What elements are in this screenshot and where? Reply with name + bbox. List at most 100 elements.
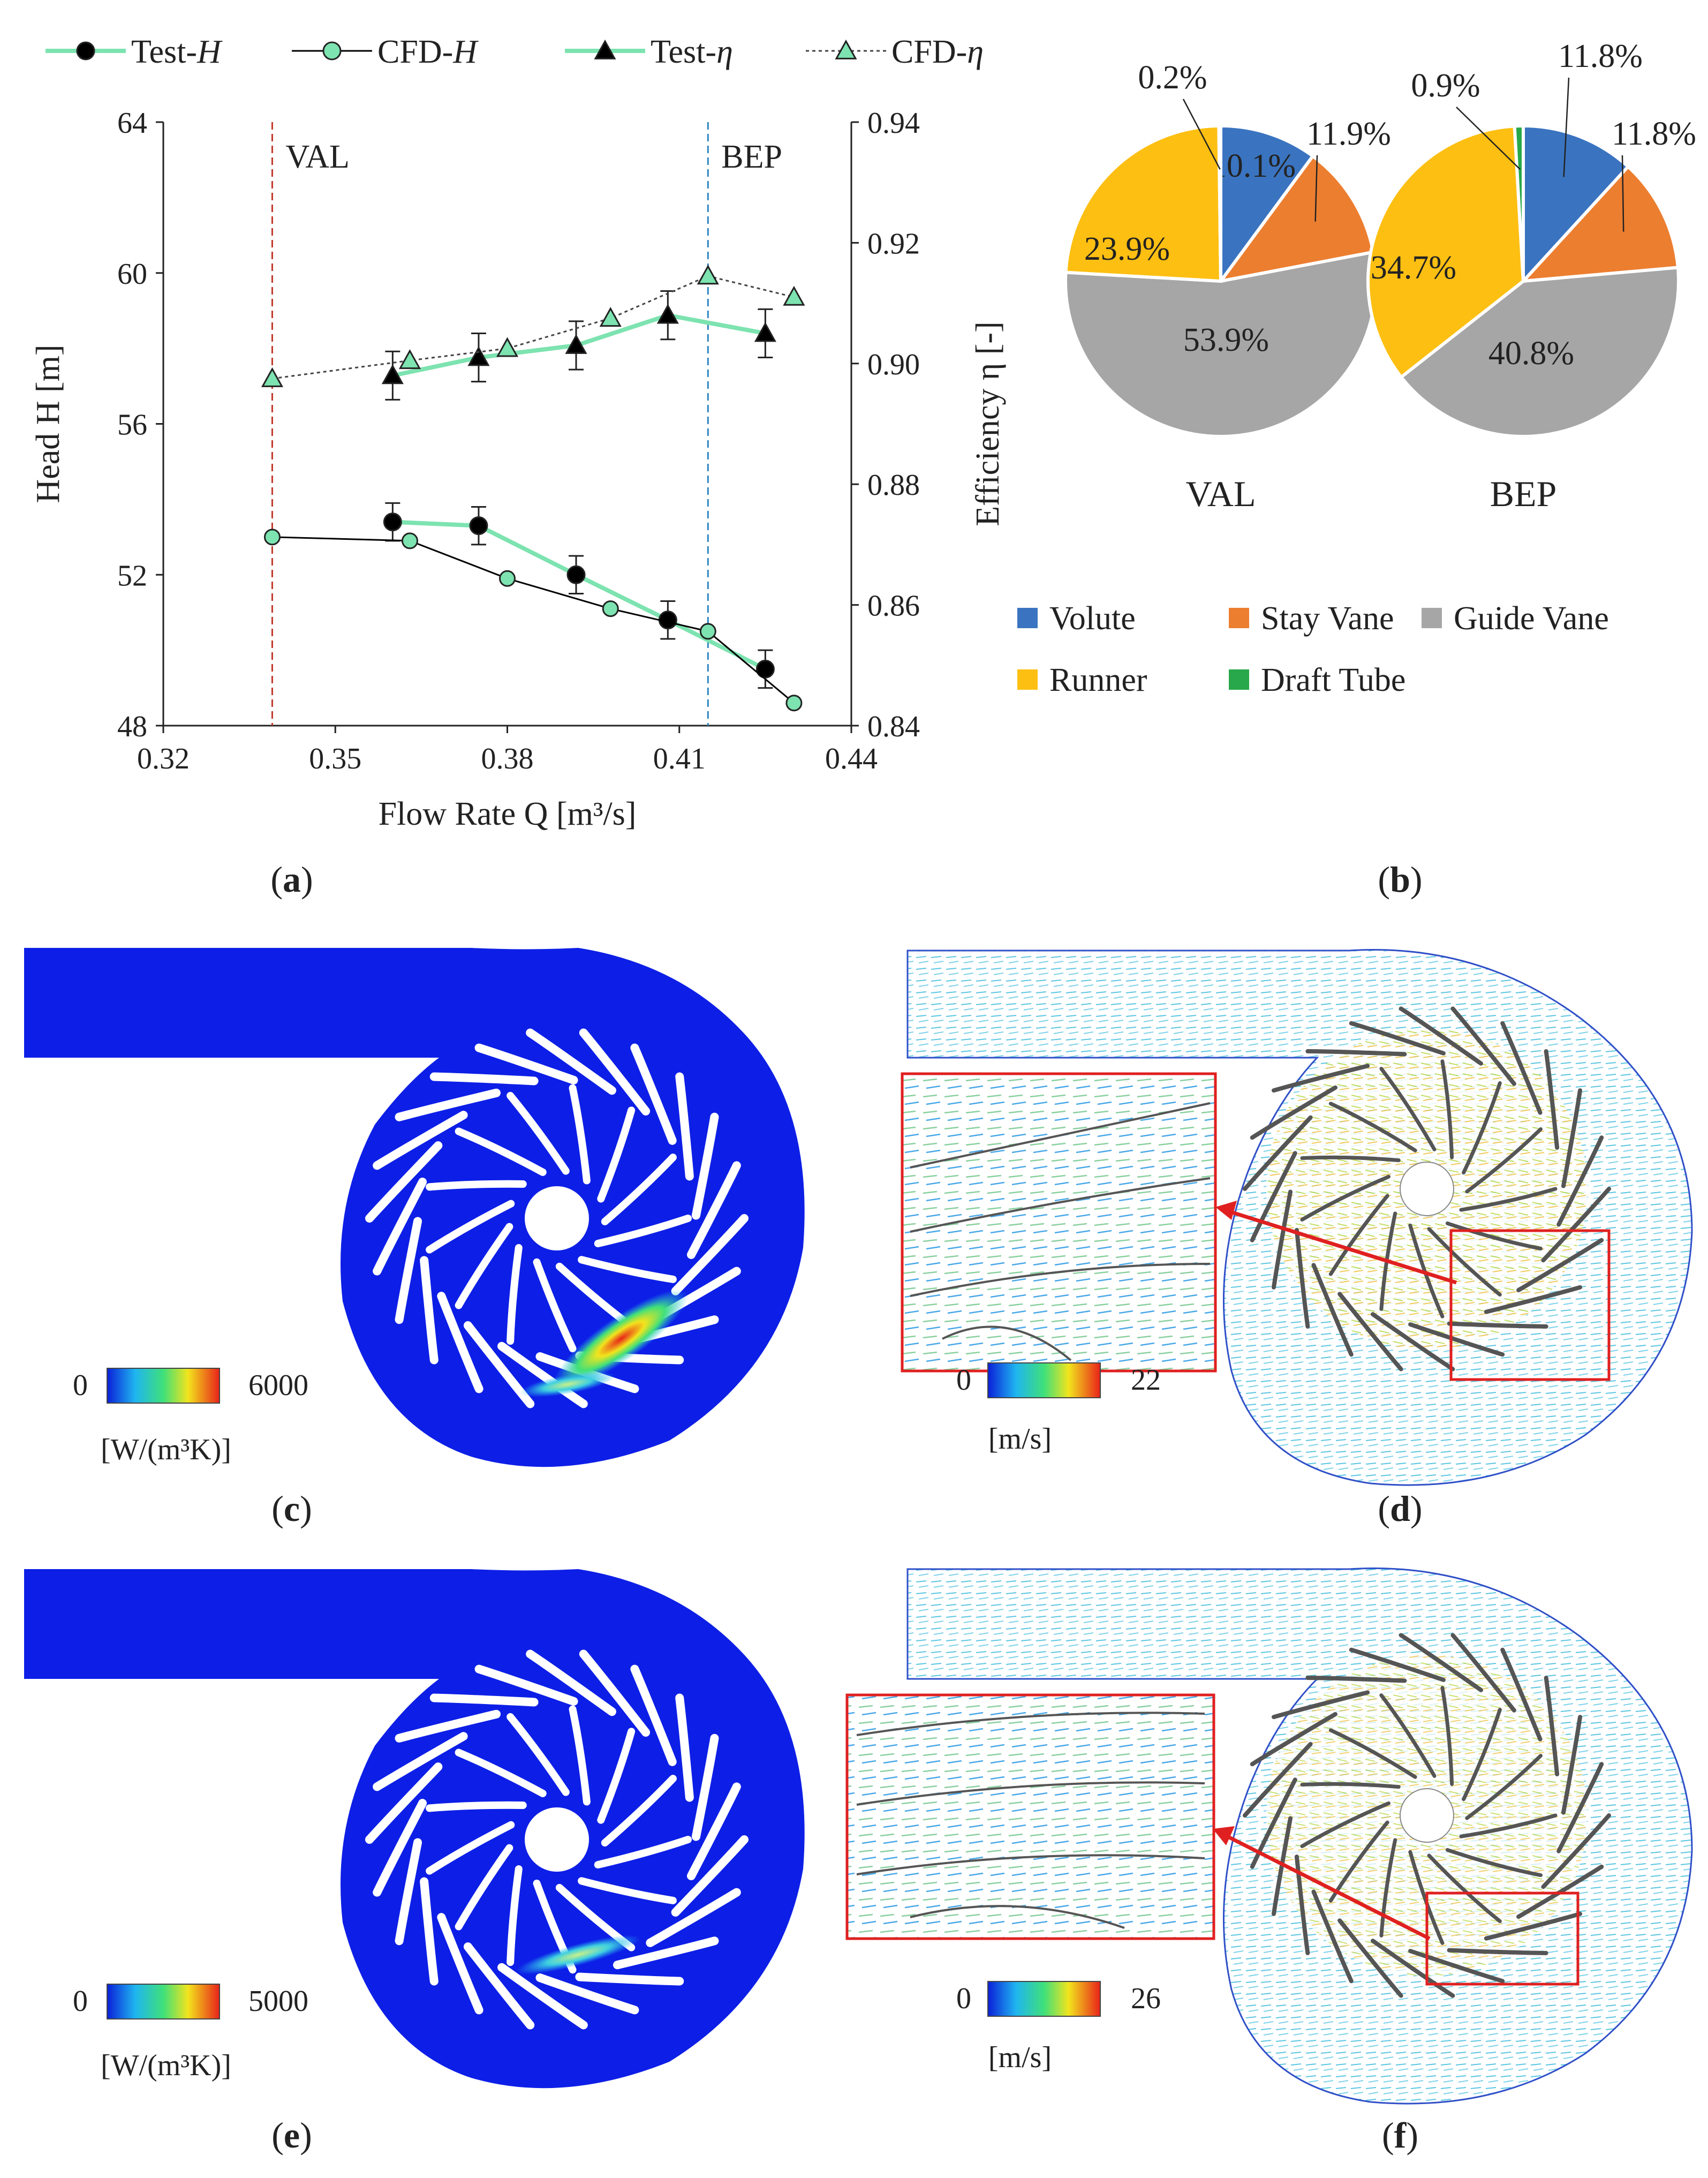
hub-hole [525,1807,589,1872]
vane [429,1072,539,1086]
vane [526,1649,616,1716]
vane [373,1178,427,1276]
vane [1459,1813,1558,1838]
legend-label: Volute [1049,600,1136,637]
legend-marker [835,39,857,59]
vane [455,1223,513,1309]
vane [1459,1187,1558,1212]
data-point [656,304,679,324]
legend-swatch [1017,669,1038,690]
panel-label-b: (b) [1378,859,1422,900]
leader-line [1621,155,1624,232]
vane [575,1972,684,1986]
chart-legend: Test-H CFD-H Test-η CFD-η [46,34,984,70]
vane [437,1913,483,2015]
entropy-hotspot [516,1935,641,1974]
vane [1408,1850,1445,1945]
legend-label: CFD-H [377,34,479,70]
inset-blade [856,1781,1205,1806]
legend-swatch [1017,608,1038,628]
legend-swatch [1422,608,1442,628]
inset-blade [942,1325,1072,1361]
vane [1561,1715,1583,1815]
vane [1408,1949,1505,1984]
vane [671,1214,749,1295]
vane [1271,1690,1370,1720]
vane [578,1877,677,1904]
x-tick-label: 0.44 [825,742,878,775]
vane [420,1877,439,1986]
vane [1305,1676,1407,1683]
vane [1300,1782,1401,1789]
vane [1408,1322,1505,1357]
pie-slice [1513,124,1525,282]
legend-marker [76,41,95,61]
vane [691,1112,719,1220]
legend-label: Test-H [131,34,223,70]
vane [646,1888,741,1947]
vane [474,1043,578,1084]
vane [630,1664,677,1766]
y-right-tick-label: 0.86 [867,590,920,623]
x-tick-label: 0.32 [137,742,190,775]
entropy-contour-val: 0 6000 [W/(m³K)] [24,948,805,1467]
leader-line [1456,107,1521,170]
inset-blade [910,1102,1211,1169]
entropy-hotspot [554,1289,688,1389]
vane [1337,1292,1403,1371]
slice-label: 40.8% [1488,335,1574,372]
pie-slice [1399,266,1680,438]
slice-label: 11.8% [1612,116,1696,152]
colorbar [107,1368,220,1404]
vane [395,1709,501,1743]
vane [1294,1228,1310,1329]
slice-label: 0.2% [1138,59,1207,96]
vane [1465,1753,1543,1820]
vane [463,1321,535,1408]
pie-slice [1219,124,1316,287]
vane [535,1973,639,2015]
y-right-tick-label: 0.94 [867,107,920,140]
vane [1379,1067,1437,1151]
inset-blade [910,1177,1211,1233]
vane [1544,1049,1560,1150]
vane [1556,1762,1604,1853]
data-point [467,346,490,366]
vane [1450,1633,1516,1713]
slice-label: 10.1% [1210,148,1296,184]
data-point [261,367,284,387]
vane-cascade [365,1649,749,2030]
vane [1544,1676,1560,1776]
vane [373,1732,468,1791]
y-right-tick-label: 0.84 [867,710,920,743]
vane [601,1154,677,1225]
vane [1243,1115,1313,1191]
vane [675,1693,694,1802]
velocity-vectors-val: 0 22 [m/s] [901,949,1693,1486]
vane [675,1072,694,1181]
vane [671,1835,749,1917]
vane-cascade [365,1028,749,1408]
vane [601,1775,677,1847]
data-point [754,322,776,342]
entropy-contour-bep: 0 5000 [W/(m³K)] [24,1569,805,2089]
vane [507,1713,570,1796]
vane [507,1244,523,1345]
data-point [699,623,716,640]
vane [1447,1321,1548,1329]
y-right-axis-label: Efficiency η [-] [970,321,1006,526]
data-point [566,565,586,584]
vane [569,1705,591,1806]
vane [463,1942,535,2030]
vane [1337,1918,1403,1998]
vane [455,1749,547,1797]
colorbar-max: 22 [1131,1363,1161,1397]
vane [420,1256,439,1365]
vane [1462,1081,1502,1175]
colorbar-min: 0 [73,1369,88,1402]
vane [1311,1889,1354,1984]
vane [455,1844,513,1931]
hub-hole [525,1186,589,1250]
vane [1371,1939,1455,1998]
